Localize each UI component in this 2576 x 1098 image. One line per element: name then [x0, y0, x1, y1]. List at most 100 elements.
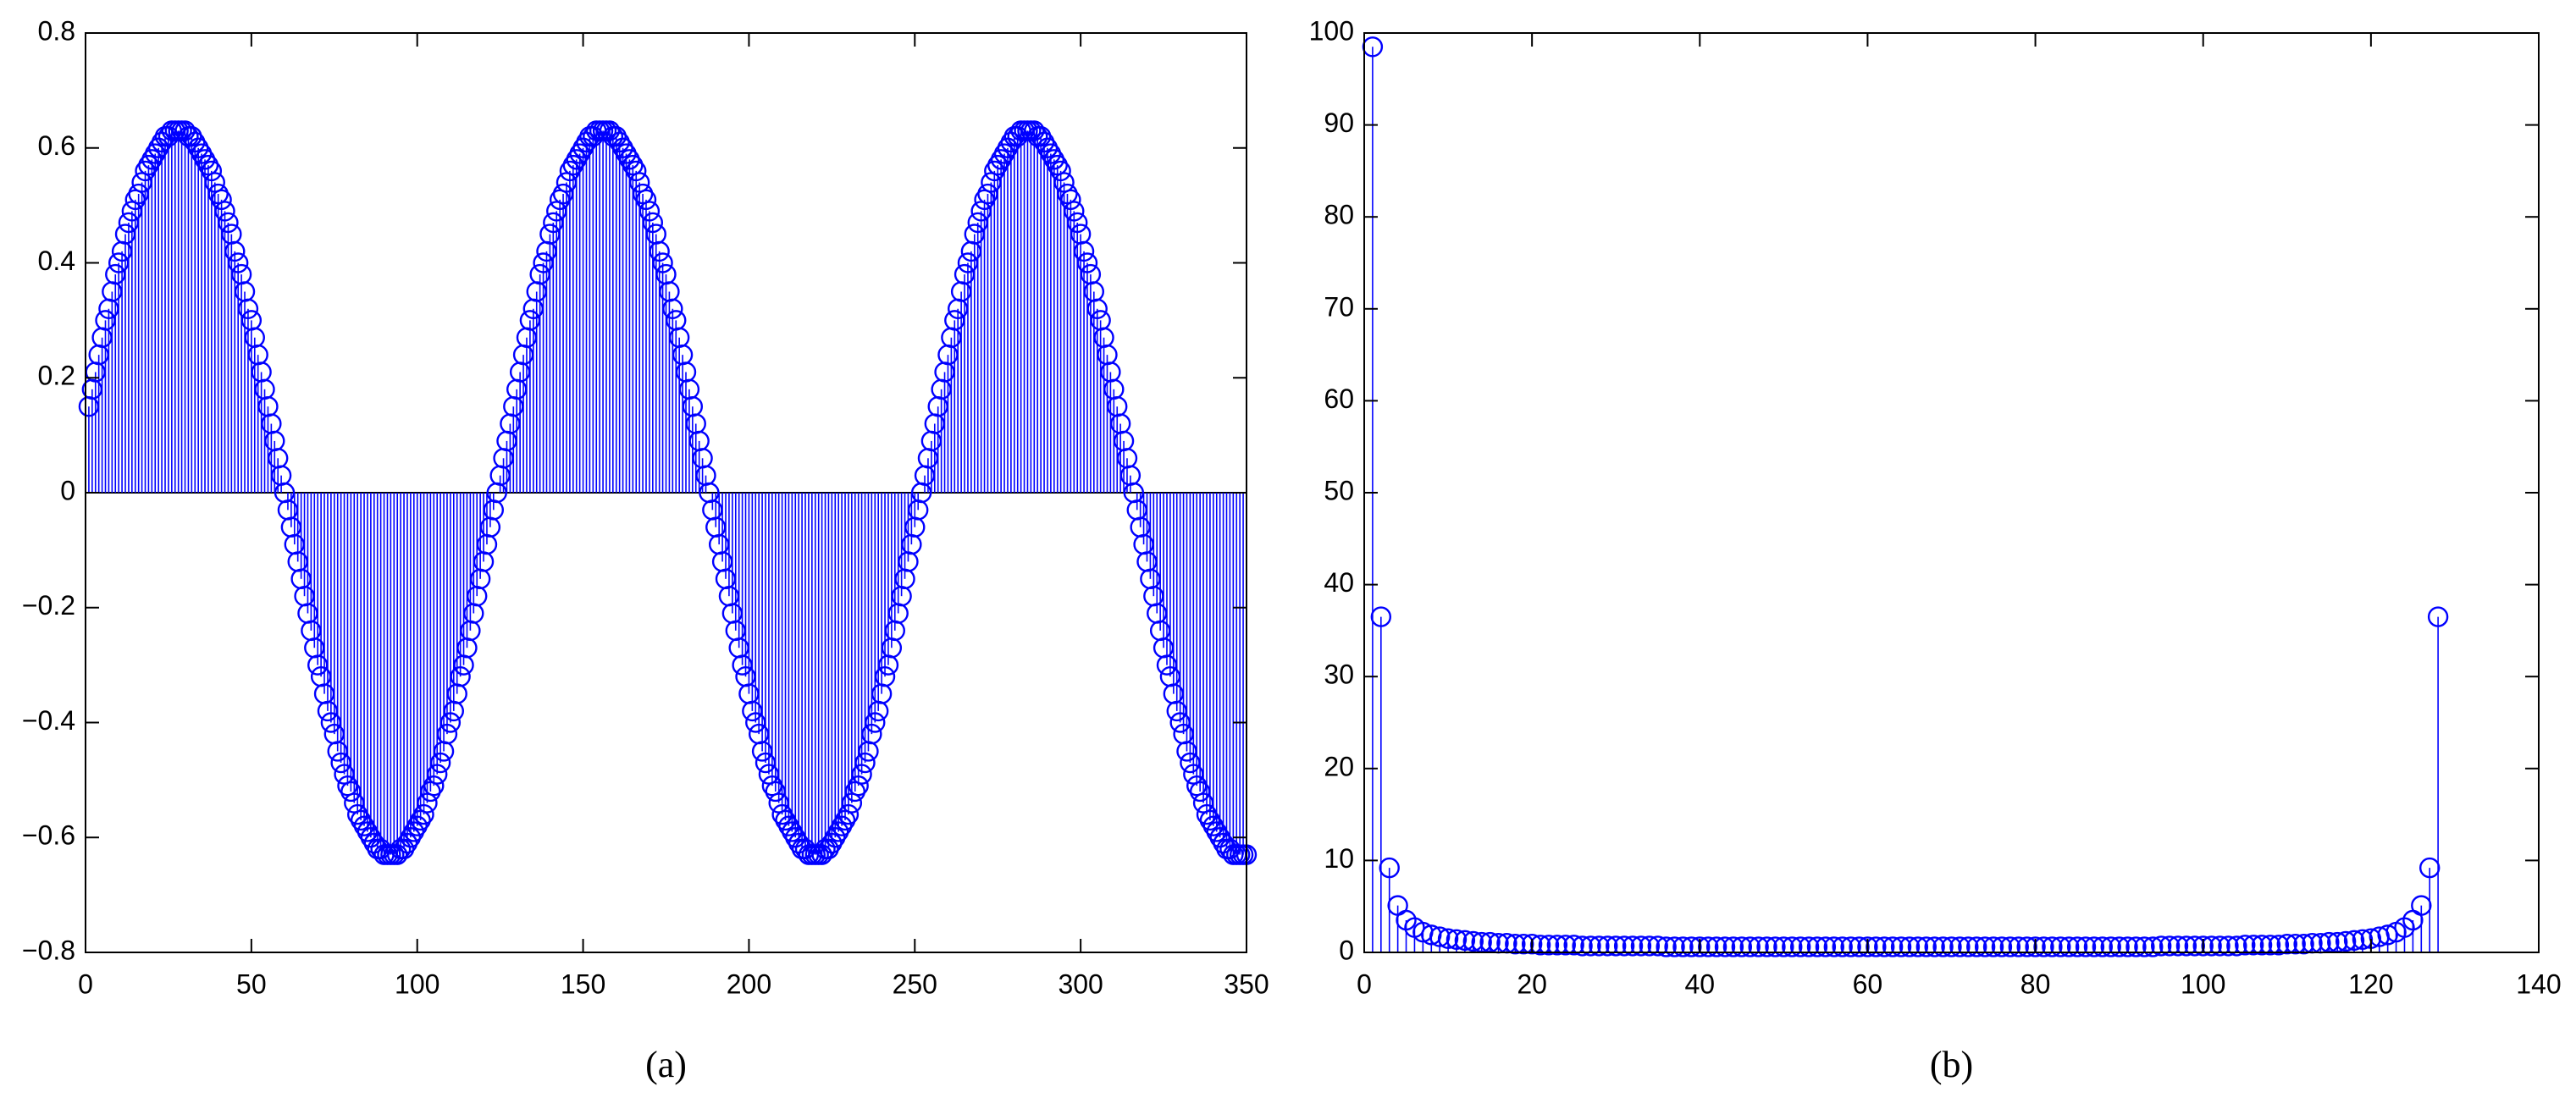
stem-marker [1731, 936, 1753, 957]
x-tick-label: 200 [727, 968, 771, 999]
stem-marker [2343, 930, 2365, 952]
stem-marker [2335, 930, 2357, 952]
stem-marker [1580, 935, 1601, 957]
stem-marker [1555, 935, 1576, 956]
y-tick-label: −0.2 [22, 590, 75, 621]
stem-marker [2083, 936, 2105, 957]
stem-marker [1765, 936, 1786, 957]
stem-marker [1714, 936, 1736, 957]
x-tick-label: 40 [1684, 968, 1715, 999]
stem-marker [1756, 936, 1777, 957]
stem-marker [1773, 936, 1794, 957]
stem-marker [2201, 935, 2222, 957]
stem-marker [2100, 936, 2121, 957]
stem-marker [423, 775, 445, 797]
x-tick-label: 0 [1357, 968, 1372, 999]
stem-marker [1849, 936, 1870, 957]
stem-marker [1073, 240, 1095, 262]
stem-marker [429, 752, 451, 774]
stem-marker [628, 172, 650, 193]
stem-marker [1806, 936, 1828, 957]
stem-marker [450, 666, 471, 687]
stem-marker [1932, 936, 1954, 957]
stem-marker [1379, 857, 1400, 879]
stem-marker [1053, 172, 1075, 193]
stem-marker [227, 252, 249, 273]
stem-marker [2293, 934, 2314, 955]
y-tick-label: 0.6 [38, 130, 75, 161]
stem-marker [2150, 935, 2172, 957]
stem-marker [1823, 936, 1845, 957]
stem-marker [211, 189, 232, 211]
stem-marker [2050, 936, 2071, 957]
stem-marker [2117, 936, 2138, 957]
stem-marker [2184, 935, 2206, 957]
stem-marker [1656, 936, 1677, 957]
x-tick-label: 50 [236, 968, 267, 999]
stem-marker [1572, 935, 1593, 957]
stem-marker [1050, 160, 1071, 182]
stem-marker [2042, 936, 2063, 957]
stem-marker [854, 752, 876, 774]
stem-marker [1722, 936, 1744, 957]
stem-marker [1589, 935, 1610, 957]
stem-marker [1982, 936, 2004, 957]
stem-marker [1462, 930, 1484, 952]
stem-marker [2075, 936, 2097, 957]
stem-marker [1815, 936, 1837, 957]
stem-marker [2167, 935, 2189, 957]
stem-marker [224, 240, 246, 262]
stem-marker [861, 723, 882, 745]
stem-marker [1890, 936, 1912, 957]
stem-marker [1437, 928, 1459, 949]
stem-marker [2276, 934, 2297, 955]
stem-marker [1076, 252, 1098, 273]
stem-marker [851, 764, 872, 785]
stem-marker [2427, 606, 2449, 627]
stem-marker [2125, 936, 2147, 957]
stem-marker [649, 240, 670, 262]
stem-marker [2025, 936, 2046, 957]
stem-marker [1505, 934, 1526, 955]
stem-marker [1622, 935, 1644, 957]
stem-marker [2066, 936, 2088, 957]
y-tick-label: 20 [1324, 751, 1354, 781]
stem-marker [2419, 857, 2441, 879]
stem-marker [2411, 895, 2432, 916]
stem-marker [1798, 936, 1820, 957]
stem-marker [841, 792, 863, 814]
stem-marker [1949, 936, 1971, 957]
stem-marker [2159, 935, 2181, 957]
y-tick-label: 100 [1309, 15, 1354, 46]
stem-marker [1454, 930, 1476, 952]
stem-marker [662, 298, 683, 319]
y-tick-label: 60 [1324, 383, 1354, 414]
stem-marker [1907, 936, 1929, 957]
stem-marker [1697, 936, 1719, 957]
stem-marker [1513, 934, 1534, 955]
y-tick-label: −0.4 [22, 705, 75, 736]
stem-marker [413, 803, 434, 825]
stem-marker [1748, 936, 1769, 957]
x-tick-label: 100 [395, 968, 439, 999]
caption: (b) [1930, 1044, 1973, 1085]
stem-marker [214, 201, 235, 222]
y-tick-label: 0.8 [38, 15, 75, 46]
y-tick-label: 80 [1324, 200, 1354, 230]
stem-marker [2008, 936, 2029, 957]
stem-marker [1597, 935, 1618, 957]
x-tick-label: 350 [1224, 968, 1269, 999]
stem-marker [626, 160, 647, 182]
stem-marker [1739, 936, 1761, 957]
stem-marker [635, 189, 657, 211]
stem-marker [427, 764, 448, 785]
stem-marker [1789, 936, 1811, 957]
stem-marker [865, 712, 886, 733]
stem-marker [1606, 935, 1627, 957]
stem-marker [1958, 936, 1979, 957]
stem-marker [1067, 212, 1088, 234]
x-tick-label: 20 [1517, 968, 1547, 999]
stem-marker [2242, 935, 2264, 956]
stem-marker [1546, 935, 1568, 956]
